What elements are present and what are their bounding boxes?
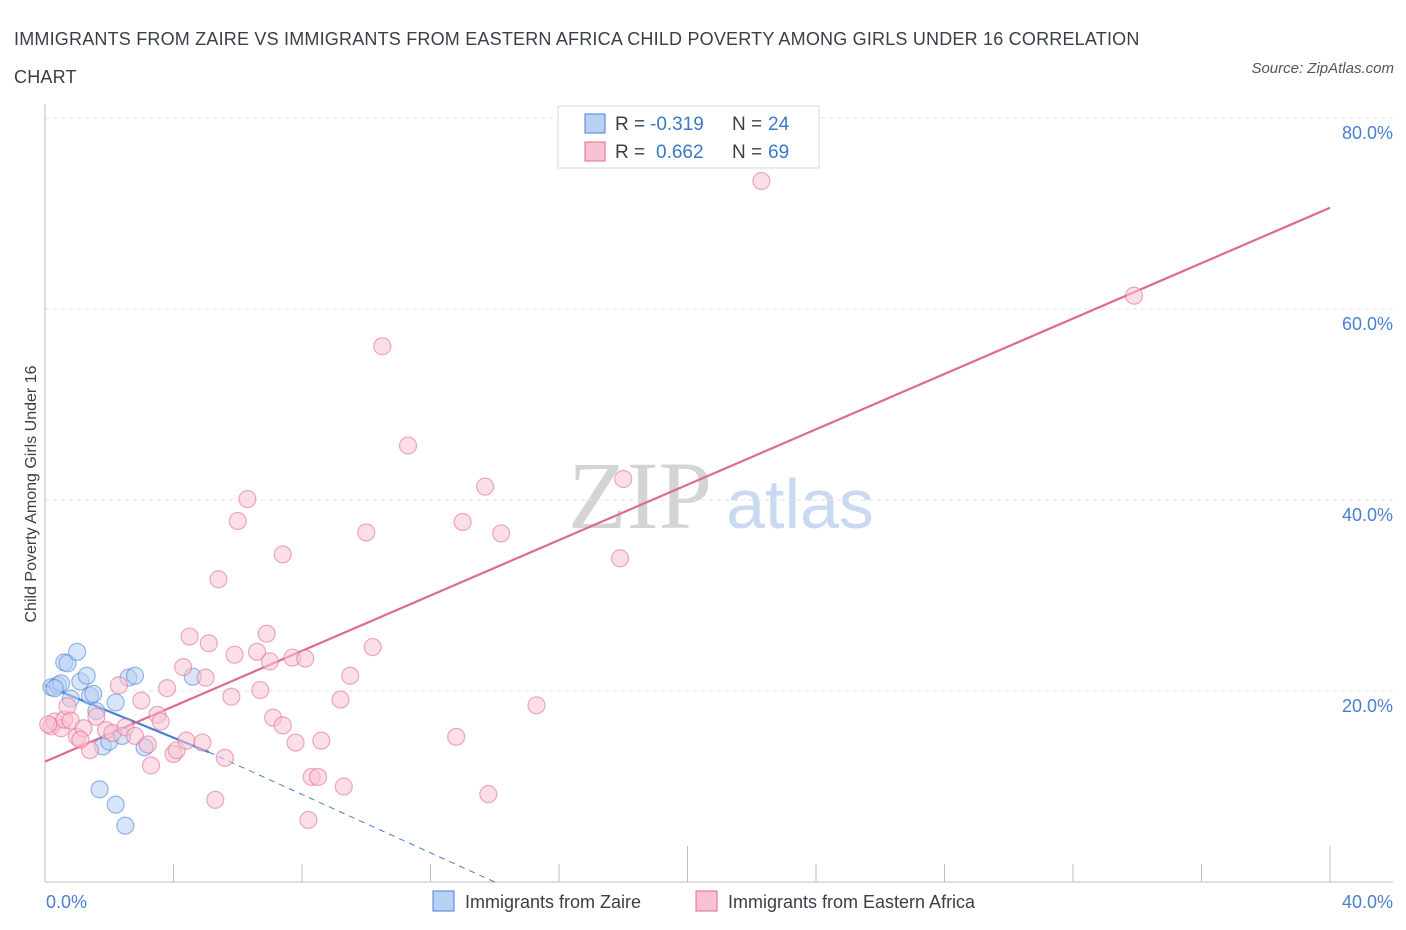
point-series1-51 xyxy=(334,777,353,796)
x-tick-label-min: 0.0% xyxy=(46,892,87,912)
legend-label-eastern-africa: Immigrants from Eastern Africa xyxy=(728,892,976,912)
chart-title: IMMIGRANTS FROM ZAIRE VS IMMIGRANTS FROM… xyxy=(14,29,1140,87)
point-series0-8 xyxy=(77,666,96,685)
point-series1-55 xyxy=(373,337,392,356)
legend-swatch-zaire xyxy=(432,890,455,912)
point-series0-6 xyxy=(68,642,87,661)
point-series1-66 xyxy=(1124,286,1144,305)
stats-r-label-zaire: R = xyxy=(615,114,645,135)
point-series1-52 xyxy=(341,666,360,685)
point-series1-29 xyxy=(206,790,225,809)
point-series1-42 xyxy=(273,716,292,735)
point-series1-19 xyxy=(151,712,170,731)
point-series1-16 xyxy=(138,735,157,754)
point-series1-23 xyxy=(174,658,193,677)
legend-swatch-eastern-africa xyxy=(695,890,718,912)
stats-r-value-eastern-africa: 0.662 xyxy=(656,142,704,163)
stats-n-value-zaire: 24 xyxy=(768,114,790,135)
point-series1-49 xyxy=(312,731,331,750)
point-series1-15 xyxy=(132,691,151,710)
y-tick-labels: 20.0% 40.0% 60.0% 80.0% xyxy=(1342,123,1393,716)
point-series1-44 xyxy=(286,733,305,752)
point-series1-65 xyxy=(752,171,771,191)
point-series1-54 xyxy=(363,637,382,657)
y-tick-label-60: 60.0% xyxy=(1342,314,1393,334)
point-series1-12 xyxy=(109,676,128,695)
point-series0-10 xyxy=(84,684,103,703)
y-tick-label-20: 20.0% xyxy=(1342,696,1393,716)
point-series1-56 xyxy=(398,436,418,455)
trend-extension-series0 xyxy=(208,751,495,883)
point-series1-38 xyxy=(257,624,276,643)
point-series1-64 xyxy=(614,469,633,489)
stats-legend: R = -0.319 N = 24 R = 0.662 N = 69 xyxy=(557,105,820,169)
point-series1-37 xyxy=(251,680,270,700)
axes xyxy=(44,104,1393,883)
point-series1-20 xyxy=(157,679,177,698)
point-series1-24 xyxy=(177,731,196,750)
stats-n-label-eastern-africa: N = xyxy=(732,142,762,163)
stats-n-value-eastern-africa: 69 xyxy=(768,142,789,163)
point-series1-35 xyxy=(238,489,257,509)
point-series1-27 xyxy=(196,668,215,687)
source-credit: Source: ZipAtlas.com xyxy=(1251,60,1394,77)
point-series1-28 xyxy=(199,634,218,653)
point-series1-34 xyxy=(228,511,247,531)
point-series0-23 xyxy=(45,679,64,698)
stats-swatch-zaire xyxy=(584,113,606,134)
point-series0-22 xyxy=(116,816,135,835)
y-tick-label-40: 40.0% xyxy=(1342,505,1393,525)
point-series1-50 xyxy=(331,690,350,709)
y-tick-label-80: 80.0% xyxy=(1342,123,1393,143)
point-series1-53 xyxy=(357,523,376,542)
point-series1-25 xyxy=(180,627,199,646)
stats-r-label-eastern-africa: R = xyxy=(615,142,645,163)
trend-line-series1 xyxy=(44,206,1331,763)
watermark: ZIP atlas xyxy=(568,442,874,549)
point-series1-48 xyxy=(308,767,328,787)
point-series0-20 xyxy=(90,780,109,799)
point-series1-33 xyxy=(225,645,244,664)
y-axis-label: Child Poverty Among Girls Under 16 xyxy=(23,365,40,622)
point-series1-36 xyxy=(247,642,267,661)
point-series1-67 xyxy=(39,715,58,734)
point-series1-62 xyxy=(527,696,546,715)
x-tick-label-max: 40.0% xyxy=(1342,892,1393,912)
point-series1-60 xyxy=(479,785,498,804)
series-legend: Immigrants from Zaire Immigrants from Ea… xyxy=(432,890,976,912)
stats-n-label-zaire: N = xyxy=(732,114,762,135)
point-series1-30 xyxy=(209,570,228,589)
point-series1-63 xyxy=(610,549,630,568)
legend-label-zaire: Immigrants from Zaire xyxy=(465,892,641,912)
point-series1-58 xyxy=(453,512,472,532)
stats-swatch-eastern-africa xyxy=(584,141,606,162)
watermark-atlas: atlas xyxy=(726,465,874,543)
watermark-zip: ZIP xyxy=(568,442,712,549)
point-series1-59 xyxy=(476,477,495,496)
point-series1-57 xyxy=(447,727,466,746)
point-series1-68 xyxy=(71,730,90,749)
point-series1-61 xyxy=(492,524,511,543)
point-series0-21 xyxy=(106,795,125,814)
point-series1-31 xyxy=(215,748,234,767)
point-series1-9 xyxy=(87,707,106,726)
point-series0-17 xyxy=(125,666,145,685)
point-series1-26 xyxy=(193,733,212,752)
point-series1-41 xyxy=(273,545,292,564)
point-series1-14 xyxy=(125,726,145,745)
point-series1-45 xyxy=(296,649,315,668)
gridlines xyxy=(45,117,1393,692)
point-series0-14 xyxy=(106,693,125,712)
stats-r-value-zaire: -0.319 xyxy=(650,114,704,135)
data-points xyxy=(39,171,1144,835)
point-series1-17 xyxy=(141,756,161,775)
point-series1-32 xyxy=(222,687,241,706)
point-series1-46 xyxy=(299,810,318,830)
point-series1-39 xyxy=(260,652,279,671)
